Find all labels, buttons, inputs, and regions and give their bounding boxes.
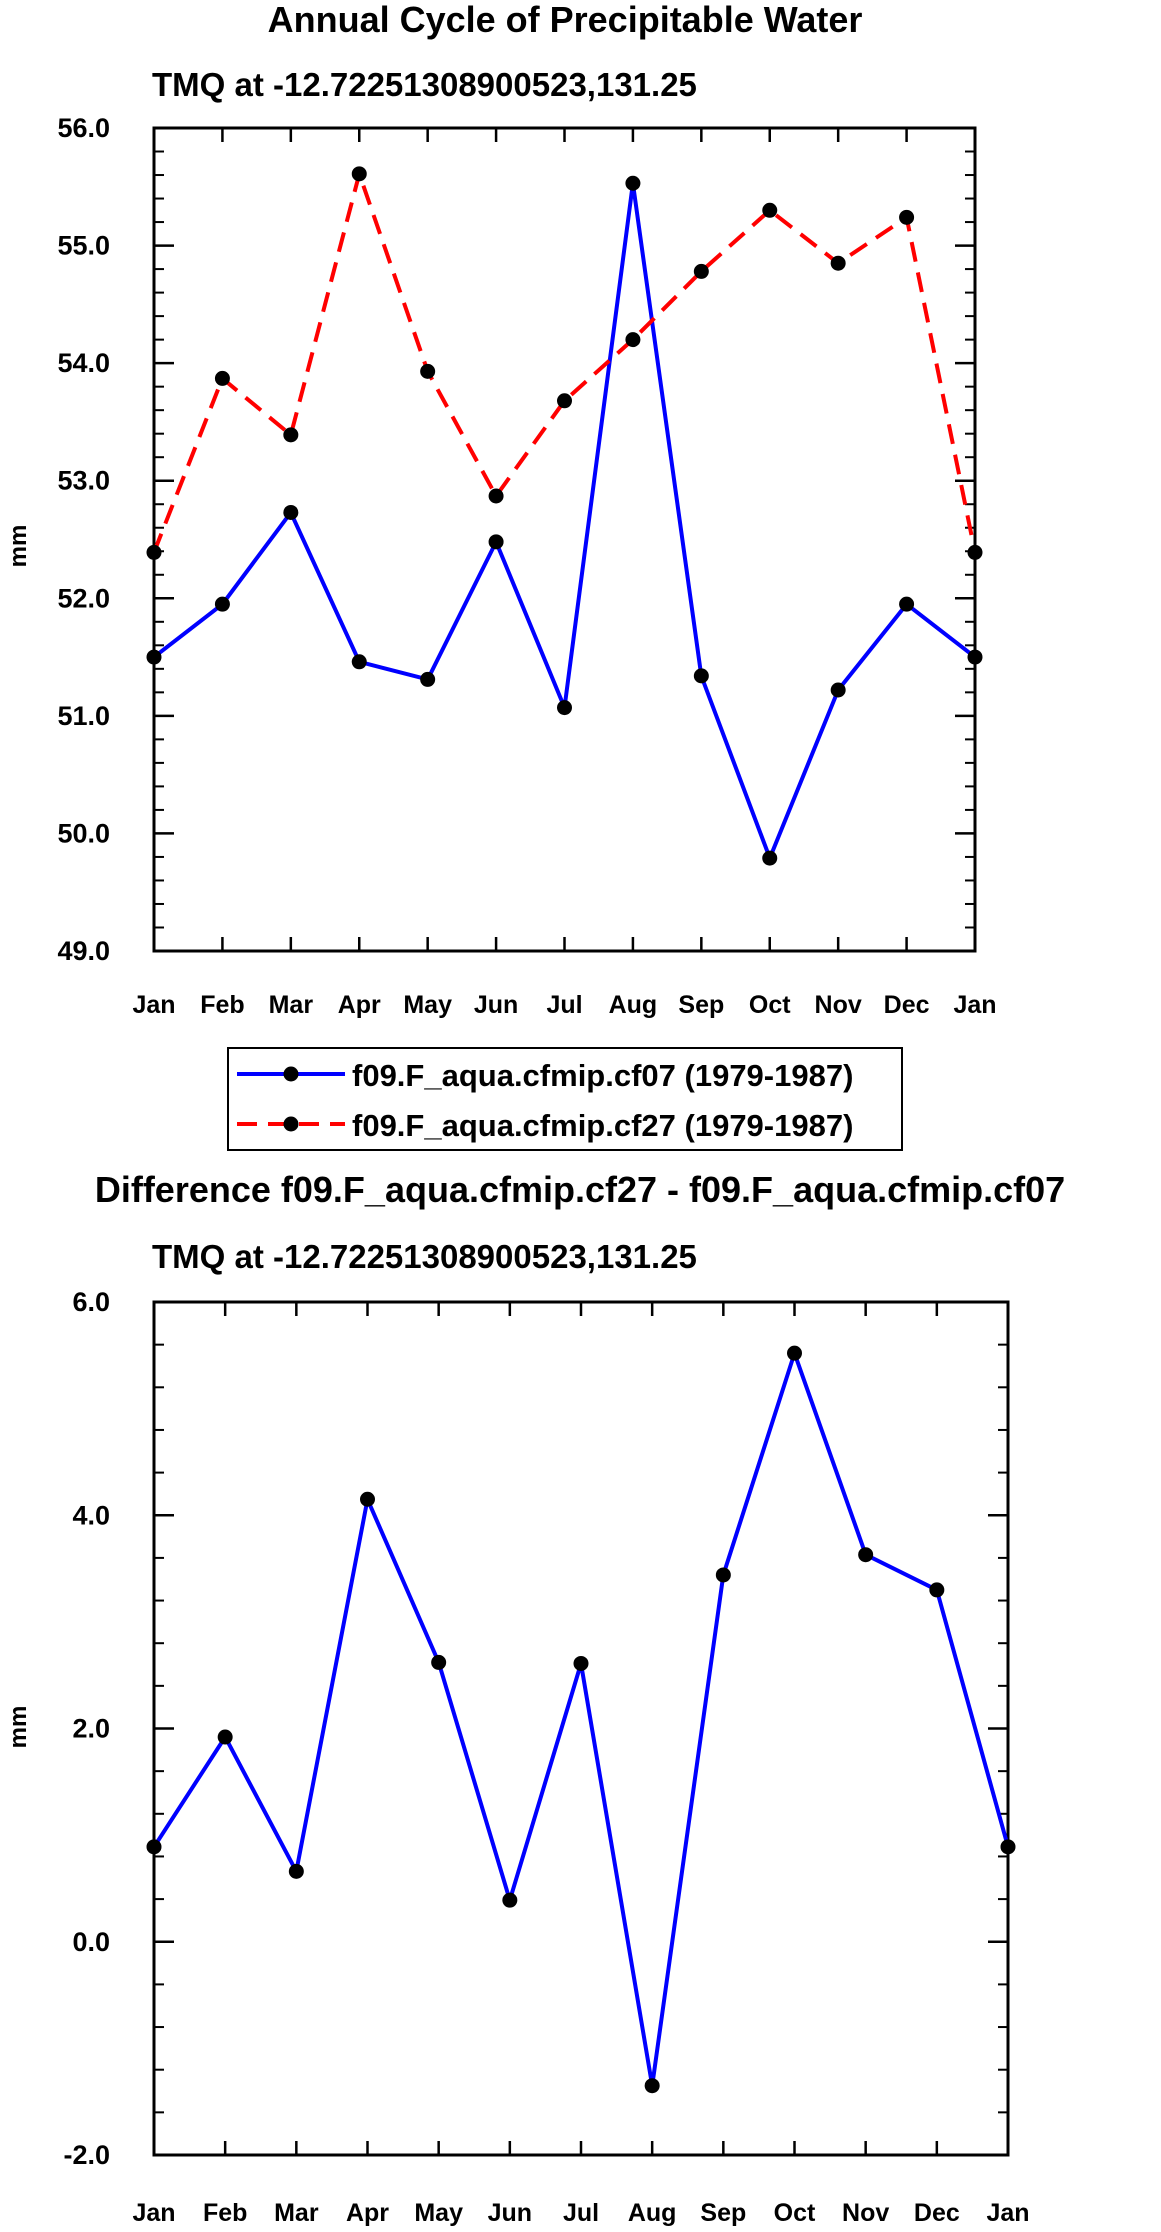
chart1-x-tick-label: Jan (132, 991, 175, 1019)
chart1-x-tick-label: Jun (474, 991, 518, 1019)
chart2-series-line-0 (152, 1346, 1010, 2087)
chart2-series-0-point (288, 1863, 304, 1879)
chart2-series-0-point (787, 1345, 802, 1361)
legend: f09.F_aqua.cfmip.cf07 (1979-1987) f09.F_… (227, 1047, 903, 1151)
chart1-y-tick-label: 54.0 (57, 348, 110, 378)
chart1-x-tick-label: Mar (269, 991, 314, 1019)
chart1-series-0-point (146, 649, 162, 665)
chart2-y-tick-label: 2.0 (72, 1714, 110, 1744)
chart1-y-tick-label: 53.0 (57, 466, 110, 496)
chart2-x-tick-label: Nov (842, 2199, 889, 2227)
chart2-series-0-point (431, 1654, 447, 1670)
chart1-x-tick-label: Feb (200, 991, 244, 1019)
chart1-series-0-point (420, 671, 436, 687)
legend-label-cf27: f09.F_aqua.cfmip.cf27 (1979-1987) (352, 1108, 853, 1143)
chart1-series-0-point (762, 850, 778, 866)
chart1-x-tick-label: May (403, 991, 452, 1019)
chart2-x-tick-label: Aug (628, 2199, 677, 2227)
chart2-series-0-point (573, 1655, 589, 1671)
chart1-y-tick-label: 49.0 (57, 936, 110, 966)
chart1-series-0-point (557, 700, 572, 716)
chart2-y-tick-label: 0.0 (72, 1927, 110, 1957)
chart1-series-1-point (557, 393, 572, 409)
chart2-x-tick-label: Jun (488, 2199, 532, 2227)
chart1-series-1-point (214, 370, 230, 386)
chart2-series-0-point (217, 1729, 233, 1745)
chart1-x-tick-label: Oct (749, 991, 791, 1019)
chart2-series-0-point (929, 1582, 945, 1598)
chart2-x-tick-label: Apr (346, 2199, 389, 2227)
legend-box (227, 1047, 903, 1151)
chart1-plot: Jan Feb Mar Apr May Jun Jul Aug Sep Oct Nov Dec Jan 4… (57, 113, 996, 1019)
chart1-series-0-point (625, 175, 641, 191)
chart1-series-1-point (762, 202, 778, 218)
chart2-ylabel: mm (5, 1706, 32, 1749)
chart1-series-0-point (351, 654, 367, 670)
chart1-y-tick-label: 52.0 (57, 583, 110, 613)
legend-marker-cf07 (283, 1066, 299, 1082)
chart2-x-tick-label: Mar (274, 2199, 319, 2227)
chart1-x-tick-label: Aug (609, 991, 658, 1019)
chart2-y-tick-label: -2.0 (63, 2140, 110, 2170)
chart2-series-0-point (146, 1839, 162, 1855)
chart1-series-0-point (488, 534, 504, 550)
chart1-title: Annual Cycle of Precipitable Water (268, 0, 863, 40)
chart2-x-tick-label: Jan (986, 2199, 1029, 2227)
chart1-x-tick-label: Sep (678, 991, 724, 1019)
chart1-x-tick-label: Jan (953, 991, 996, 1019)
chart1-y-tick-label: 55.0 (57, 231, 110, 261)
chart1-frame (152, 126, 977, 953)
chart2-x-tick-label: Dec (914, 2199, 960, 2227)
chart2-plot: Jan Feb Mar Apr May Jun Jul Aug Sep Oct Nov Dec Jan -… (63, 1287, 1029, 2227)
chart1-series-1-point (283, 427, 299, 443)
chart1-series-0-point (214, 596, 230, 612)
chart1-y-tick-label: 51.0 (57, 701, 110, 731)
chart1-series-0-point (693, 668, 709, 684)
chart1-subtitle: TMQ at -12.72251308900523,131.25 (152, 66, 697, 103)
chart2-title: Difference f09.F_aqua.cfmip.cf27 - f09.F… (95, 1169, 1065, 1210)
chart1-series-1-point (693, 263, 709, 279)
chart2-x-tick-label: Oct (774, 2199, 816, 2227)
chart2-x-tick-label: May (414, 2199, 463, 2227)
chart2-series-0-point (1000, 1839, 1016, 1855)
chart1-x-tick-label: Jul (546, 991, 582, 1019)
chart1-series-1-point (351, 166, 367, 182)
chart1-series-1-point (967, 544, 983, 560)
chart1-series-1-point (146, 544, 162, 560)
chart2-x-tick-label: Jan (132, 2199, 175, 2227)
chart1-x-tick-label: Apr (338, 991, 381, 1019)
chart2-y-tick-label: 4.0 (72, 1500, 110, 1530)
chart1-series-1-point (899, 209, 915, 225)
chart2-subtitle: TMQ at -12.72251308900523,131.25 (152, 1238, 697, 1275)
chart1-series-0-point (899, 596, 915, 612)
chart1-series-0-point (830, 682, 846, 698)
chart1-series-line-0 (152, 183, 977, 864)
chart1-series-1-point (420, 363, 436, 379)
chart2-x-tick-label: Sep (700, 2199, 746, 2227)
chart1-series-1-point (488, 488, 504, 504)
chart1-x-tick-label: Dec (884, 991, 930, 1019)
chart1-series-0-point (967, 649, 983, 665)
chart1-series-1-point (625, 332, 641, 348)
chart2-series-0-point (858, 1547, 874, 1563)
legend-label-cf07: f09.F_aqua.cfmip.cf07 (1979-1987) (352, 1058, 853, 1093)
legend-marker-cf27 (283, 1116, 299, 1132)
chart1-y-tick-label: 50.0 (57, 818, 110, 848)
chart1-x-tick-label: Nov (815, 991, 862, 1019)
chart1-series-line-1 (152, 167, 977, 554)
chart1-series-0-point (283, 504, 299, 520)
chart2-series-0-point (644, 2078, 660, 2094)
chart2-x-tick-label: Jul (563, 2199, 599, 2227)
chart2-frame (152, 1300, 1010, 2157)
chart1-ylabel: mm (5, 525, 32, 568)
chart2-x-tick-label: Feb (203, 2199, 247, 2227)
chart2-y-tick-label: 6.0 (72, 1287, 110, 1317)
chart2-series-0-point (502, 1892, 518, 1908)
chart1-series-1-point (830, 255, 846, 271)
chart1-y-tick-label: 56.0 (57, 113, 110, 143)
chart2-series-0-point (360, 1491, 375, 1507)
chart2-series-0-point (715, 1567, 731, 1583)
